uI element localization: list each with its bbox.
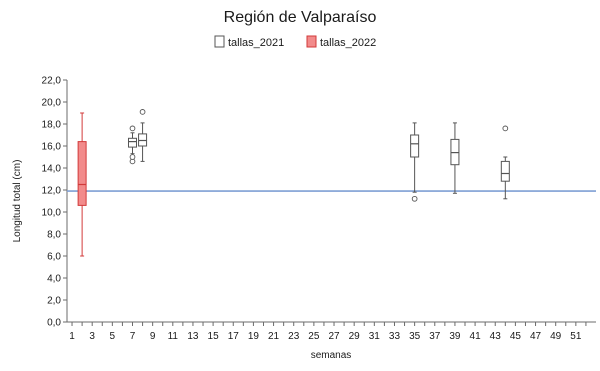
x-tick-label: 19 [248,331,260,342]
y-tick-label: 16,0 [42,142,62,153]
box-tallas_2021-week-35 [410,122,420,202]
x-tick-label: 41 [470,331,482,342]
x-tick-label: 3 [89,331,95,342]
x-tick-label: 15 [208,331,220,342]
outlier-point [129,125,136,132]
y-tick-label: 22,0 [42,76,62,87]
y-tick-label: 14,0 [42,164,62,175]
x-tick-label: 29 [349,331,361,342]
x-tick-label: 7 [130,331,136,342]
x-tick-label: 27 [328,331,340,342]
x-tick-label: 9 [150,331,156,342]
box-body [410,134,420,158]
x-tick-label: 21 [268,331,280,342]
box-tallas_2021-week-44 [500,125,510,200]
x-tick-label: 11 [168,331,179,342]
outlier-point [139,109,146,115]
x-tick-label: 25 [308,331,320,342]
box-tallas_2021-week-39 [450,122,460,194]
box-tallas_2021-week-7 [127,125,137,165]
y-tick-group: 0,0 2,0 4,0 6,0 8,0 10,0 12,0 14,0 16,0 18,0 20,0 2… [42,76,67,329]
outlier-point [129,154,136,160]
x-tick-label: 5 [110,331,116,342]
box-body [127,137,137,148]
legend-swatch-tallas-2022 [306,35,317,48]
outlier-point [411,195,418,202]
y-tick-label: 8,0 [47,230,61,241]
legend: tallas_2021 tallas_2022 [214,35,376,49]
box-tallas_2022-week-2 [77,112,87,257]
x-tick-label: 17 [228,331,240,342]
y-tick-label: 2,0 [47,296,61,307]
y-tick-label: 4,0 [47,274,61,285]
x-axis-label: semanas [311,350,352,361]
x-tick-label: 23 [288,331,300,342]
x-tick-label: 45 [510,331,522,342]
y-tick-label: 6,0 [47,252,61,263]
box-group [77,109,510,257]
x-tick-label: 33 [389,331,401,342]
legend-label-tallas-2021: tallas_2021 [228,37,284,49]
x-tick-label: 47 [530,331,542,342]
chart-title: Región de Valparaíso [224,9,377,26]
x-tick-label: 39 [449,331,461,342]
x-tick-label: 1 [69,331,75,342]
legend-label-tallas-2022: tallas_2022 [320,37,376,49]
plot-area: 0,0 2,0 4,0 6,0 8,0 10,0 12,0 14,0 16,0 18,0 20,0 2… [42,76,596,342]
y-tick-label: 12,0 [42,186,62,197]
x-tick-label: 43 [490,331,502,342]
x-tick-label: 31 [369,331,381,342]
x-tick-label: 37 [429,331,441,342]
y-axis-label: Longitud total (cm) [12,160,23,243]
x-tick-label: 51 [570,331,582,342]
x-tick-label: 35 [409,331,421,342]
x-tick-label: 49 [550,331,562,342]
box-body [500,160,510,182]
outlier-point [502,125,509,132]
box-body [77,141,87,206]
legend-swatch-tallas-2021 [214,35,225,48]
y-tick-label: 20,0 [42,98,62,109]
y-tick-label: 0,0 [47,318,61,329]
box-tallas_2021-week-8 [138,109,148,162]
x-tick-group: 1 3 5 7 9 11 13 15 17 19 21 23 25 27 29 31 33 35 37 39 41 43 4… [69,322,587,342]
y-tick-label: 10,0 [42,208,62,219]
y-tick-label: 18,0 [42,120,62,131]
x-tick-label: 13 [187,331,199,342]
